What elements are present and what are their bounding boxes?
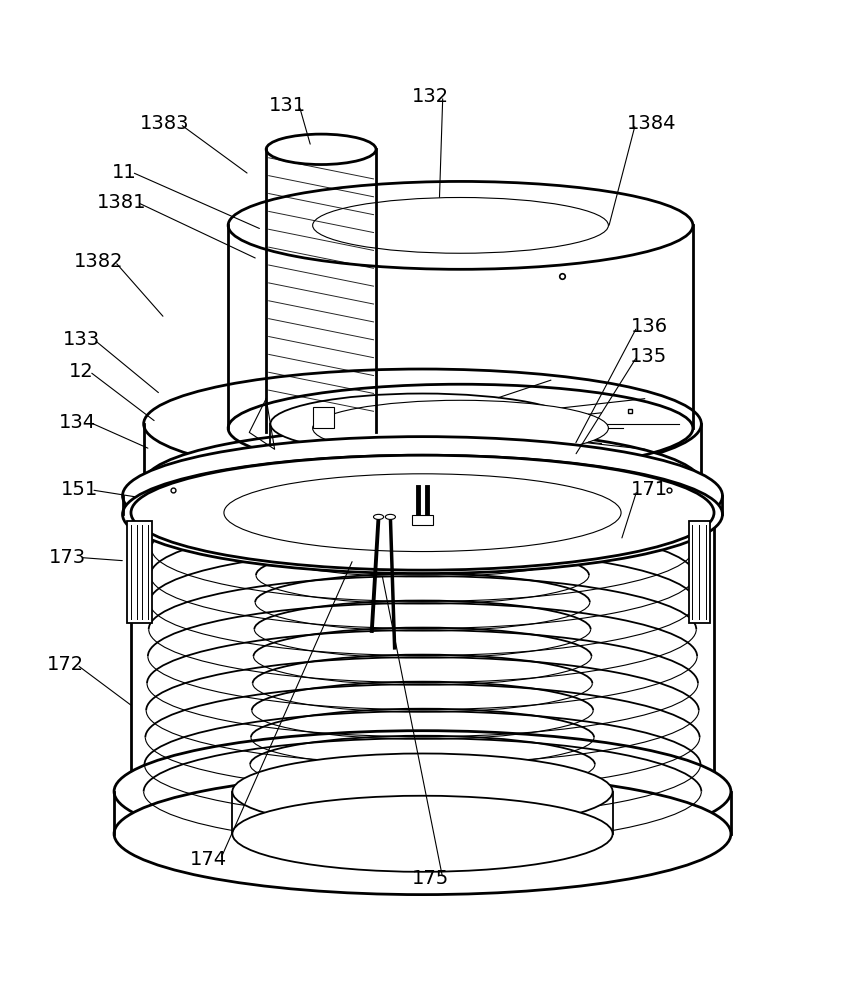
Text: 134: 134 xyxy=(59,413,96,432)
Bar xyxy=(688,521,709,623)
Text: 136: 136 xyxy=(630,317,667,336)
Ellipse shape xyxy=(114,731,730,852)
Text: 135: 135 xyxy=(630,347,667,366)
Text: 1382: 1382 xyxy=(74,252,124,271)
Ellipse shape xyxy=(266,134,376,165)
Text: 151: 151 xyxy=(61,480,98,499)
Ellipse shape xyxy=(228,181,692,269)
Text: 174: 174 xyxy=(190,850,227,869)
Ellipse shape xyxy=(270,394,574,454)
Ellipse shape xyxy=(312,400,608,456)
Text: 171: 171 xyxy=(630,480,667,499)
Ellipse shape xyxy=(270,453,574,514)
Ellipse shape xyxy=(224,474,620,552)
Text: 133: 133 xyxy=(63,330,100,349)
Text: 1383: 1383 xyxy=(139,114,189,133)
Text: 11: 11 xyxy=(111,163,136,182)
Ellipse shape xyxy=(143,428,701,538)
Ellipse shape xyxy=(122,437,722,555)
Ellipse shape xyxy=(232,754,612,830)
Ellipse shape xyxy=(232,796,612,872)
Text: 131: 131 xyxy=(268,96,306,115)
Ellipse shape xyxy=(385,514,395,519)
Text: 132: 132 xyxy=(412,87,449,106)
Bar xyxy=(677,479,701,517)
Text: 1381: 1381 xyxy=(97,193,147,212)
Text: 12: 12 xyxy=(69,362,94,381)
Ellipse shape xyxy=(131,455,713,570)
Text: 175: 175 xyxy=(412,869,449,888)
Text: 173: 173 xyxy=(49,548,86,567)
Ellipse shape xyxy=(143,369,701,479)
Ellipse shape xyxy=(312,197,608,253)
Bar xyxy=(127,521,152,623)
Ellipse shape xyxy=(114,773,730,895)
Bar xyxy=(135,479,159,517)
Text: 172: 172 xyxy=(46,655,84,674)
Bar xyxy=(412,515,432,525)
Ellipse shape xyxy=(373,514,383,519)
Ellipse shape xyxy=(122,455,722,574)
Text: 1384: 1384 xyxy=(625,114,675,133)
Bar xyxy=(312,407,333,428)
